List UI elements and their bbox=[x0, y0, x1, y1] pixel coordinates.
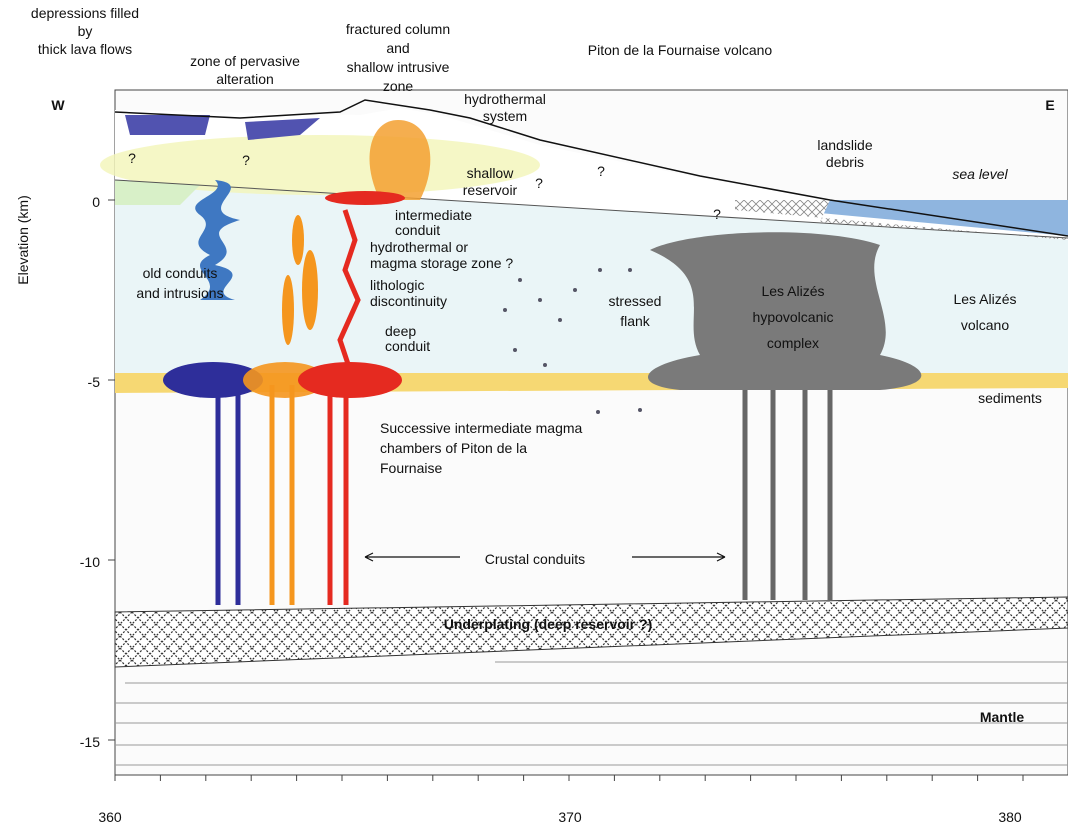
question-mark: ? bbox=[535, 175, 543, 191]
question-mark: ? bbox=[597, 163, 605, 179]
annotation-line: depressions filled bbox=[31, 5, 139, 21]
annotation-line: Fournaise bbox=[380, 460, 442, 476]
title: Piton de la Fournaise volcano bbox=[588, 42, 773, 58]
annotation: Crustal conduits bbox=[485, 551, 585, 567]
annotation-line: Mantle bbox=[980, 709, 1025, 725]
y-tick-label: 0 bbox=[92, 194, 100, 210]
annotation-line: sediments bbox=[978, 390, 1042, 406]
y-tick-label: -10 bbox=[80, 554, 100, 570]
annotation-line: zone bbox=[383, 78, 414, 94]
annotation-line: and intrusions bbox=[136, 285, 223, 301]
annotation-line: debris bbox=[826, 154, 864, 170]
annotation-line: zone of pervasive bbox=[190, 53, 300, 69]
annotation: depressions filled by thick lava flows bbox=[31, 5, 139, 57]
annotation-line: Les Alizés bbox=[953, 291, 1016, 307]
annotation-line: Successive intermediate magma bbox=[380, 420, 583, 436]
cross-section: Piton de la Fournaise volcano W E Elevation… bbox=[0, 0, 1068, 829]
annotation-line: intermediate bbox=[395, 207, 472, 223]
annotation-line: chambers of Piton de la bbox=[380, 440, 527, 456]
annotation-line: by bbox=[78, 23, 93, 39]
y-tick-label: -15 bbox=[80, 734, 100, 750]
annotation-line: sea level bbox=[952, 166, 1008, 182]
annotation-line: Crustal conduits bbox=[485, 551, 585, 567]
annotation-line: fractured column bbox=[346, 21, 450, 37]
annotation-line: deep bbox=[385, 323, 416, 339]
annotation-line: hydrothermal bbox=[464, 91, 546, 107]
annotation-line: alteration bbox=[216, 71, 274, 87]
annotation-line: system bbox=[483, 108, 527, 124]
question-mark: ? bbox=[128, 150, 136, 166]
annotation-line: reservoir bbox=[463, 182, 518, 198]
question-mark: ? bbox=[713, 206, 721, 222]
annotation: sediments bbox=[978, 390, 1042, 406]
question-mark: ? bbox=[242, 152, 250, 168]
annotation-line: shallow bbox=[467, 165, 515, 181]
x-tick-label: 360 bbox=[98, 809, 122, 825]
annotation-line: hypovolcanic bbox=[753, 309, 834, 325]
annotation-line: stressed bbox=[609, 293, 662, 309]
x-tick-label: 380 bbox=[998, 809, 1022, 825]
annotation-line: shallow intrusive bbox=[347, 59, 450, 75]
annotation-line: lithologic bbox=[370, 277, 424, 293]
west-label: W bbox=[51, 97, 65, 113]
east-label: E bbox=[1045, 97, 1054, 113]
annotation-line: conduit bbox=[395, 222, 440, 238]
x-tick-label: 370 bbox=[558, 809, 582, 825]
annotation: Mantle bbox=[980, 709, 1025, 725]
annotation-line: thick lava flows bbox=[38, 41, 132, 57]
annotation-line: landslide bbox=[817, 137, 872, 153]
annotation-line: complex bbox=[767, 335, 819, 351]
layers bbox=[100, 90, 1068, 775]
annotation: sea level bbox=[952, 166, 1008, 182]
annotation-line: conduit bbox=[385, 338, 430, 354]
annotation-line: discontinuity bbox=[370, 293, 447, 309]
annotation-line: volcano bbox=[961, 317, 1009, 333]
annotation-line: Les Alizés bbox=[761, 283, 824, 299]
annotation: fractured column and shallow intrusive zone bbox=[346, 21, 450, 94]
annotation-line: magma storage zone ? bbox=[370, 255, 513, 271]
annotation: Underplating (deep reservoir ?) bbox=[444, 616, 652, 632]
y-axis-label: Elevation (km) bbox=[15, 195, 31, 284]
annotation: zone of pervasive alteration bbox=[190, 53, 300, 87]
annotation-line: hydrothermal or bbox=[370, 239, 468, 255]
annotation-line: flank bbox=[620, 313, 651, 329]
annotation-line: old conduits bbox=[143, 265, 218, 281]
y-tick-label: -5 bbox=[88, 374, 101, 390]
annotation-line: Underplating (deep reservoir ?) bbox=[444, 616, 652, 632]
annotation-line: and bbox=[386, 40, 409, 56]
